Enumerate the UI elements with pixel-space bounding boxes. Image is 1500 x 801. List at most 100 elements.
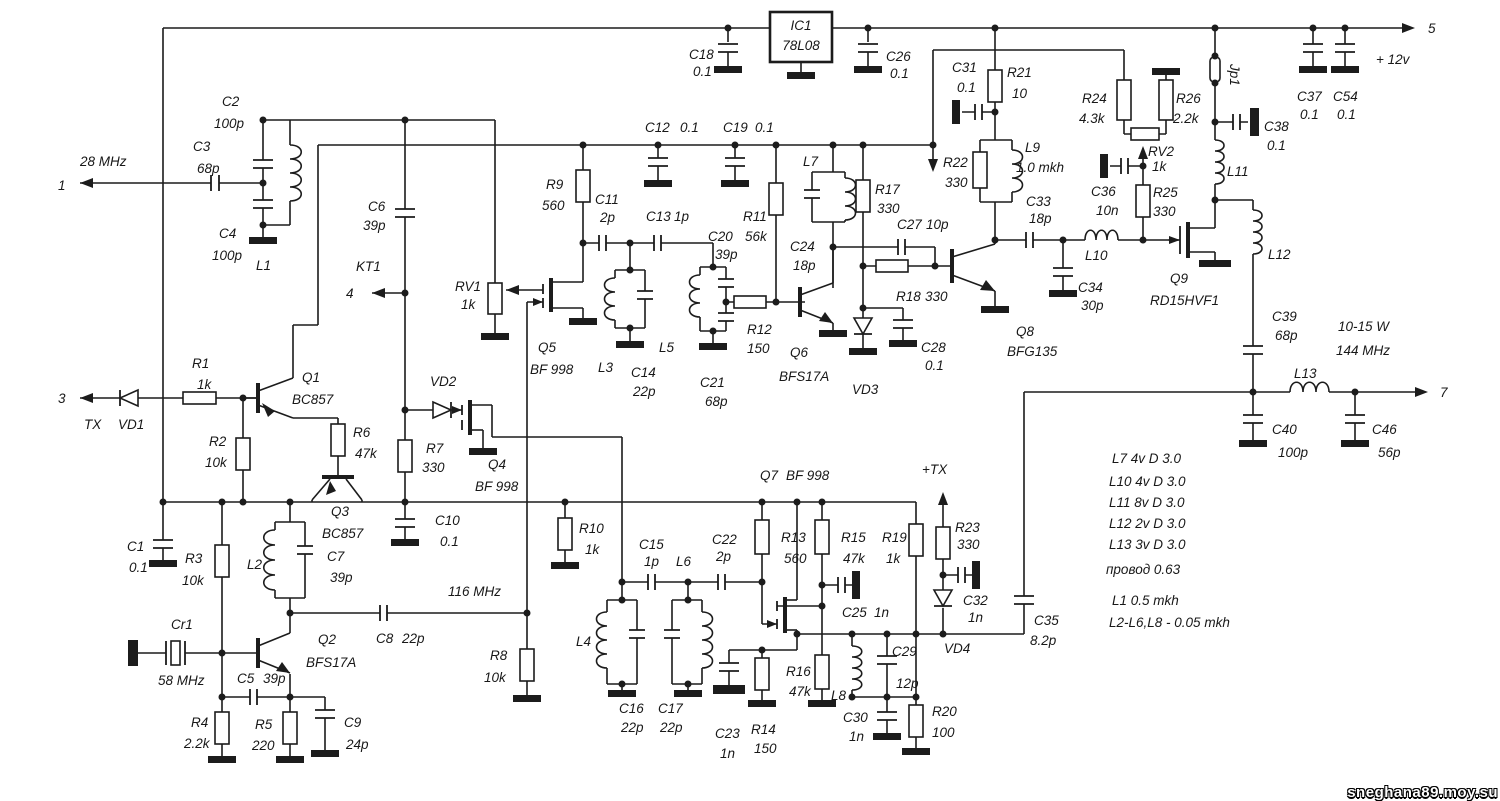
ref-C12: C12 [645, 120, 670, 135]
ref-C30: C30 [843, 710, 868, 725]
ref-C6: C6 [368, 199, 386, 214]
val-R23: 330 [957, 537, 980, 552]
inductor-L9 [1011, 149, 1024, 193]
inductor-L2 [262, 529, 276, 591]
part-Q1: BC857 [292, 392, 334, 407]
val-C18: 0.1 [693, 64, 712, 79]
val-RV2: 1k [1152, 159, 1168, 174]
transistor-Q1 [243, 377, 294, 419]
val-C33: 18p [1029, 211, 1052, 226]
resistor-R19 [908, 523, 924, 557]
ref-C19: C19 [723, 120, 748, 135]
ref-L10: L10 [1085, 248, 1108, 263]
val-R8: 10k [484, 670, 507, 685]
val-R13: 560 [784, 551, 807, 566]
label-power: 10-15 W [1338, 319, 1390, 334]
ref-Q3: Q3 [331, 504, 350, 519]
inductor-L7 [844, 177, 857, 221]
ref-R8: R8 [490, 648, 508, 663]
ref-R15: R15 [841, 530, 866, 545]
ref-C1: C1 [127, 539, 144, 554]
val-R2: 10k [205, 455, 228, 470]
diode-VD4 [932, 589, 954, 608]
val-R5: 220 [251, 738, 275, 753]
ref-R24: R24 [1082, 91, 1107, 106]
val-R4: 2.2k [183, 736, 211, 751]
transistor-Q6 [798, 247, 834, 330]
note-8: L2-L6,L8 - 0.05 mkh [1109, 615, 1230, 630]
val-C40: 100p [1278, 445, 1309, 460]
val-C19: 0.1 [755, 120, 774, 135]
val-C29: 12p [896, 676, 919, 691]
inductor-L12 [1252, 209, 1263, 255]
transistor-Q2 [256, 613, 291, 674]
ref-R1: R1 [192, 356, 209, 371]
val-R9: 560 [542, 198, 565, 213]
ref-C16: C16 [619, 701, 644, 716]
ic-IC1 [768, 10, 834, 79]
label-kt1: KT1 [356, 259, 381, 274]
crystal-Cr1 [128, 640, 181, 666]
resistor-R15 [814, 519, 830, 555]
freq-input: 28 MHz [79, 154, 127, 169]
diode-VD2 [432, 400, 453, 420]
ref-C22: C22 [712, 532, 737, 547]
capacitors [153, 43, 1365, 721]
resistor-R24 [1116, 79, 1132, 121]
resistor-R20 [908, 704, 924, 738]
ref-C13: C13 [646, 209, 671, 224]
inductor-L13 [1289, 381, 1330, 393]
resistor-R2 [235, 437, 251, 471]
val-C3: 68p [197, 161, 220, 176]
ref-C33: C33 [1026, 194, 1051, 209]
ref-C24: C24 [790, 239, 815, 254]
ref-L1: L1 [256, 258, 271, 273]
val-C32: 1n [968, 610, 983, 625]
inductor-L6 [701, 611, 714, 669]
resistor-R3 [214, 544, 230, 578]
part-Q4: BF 998 [475, 479, 519, 494]
ref-Q8: Q8 [1016, 324, 1035, 339]
ref-C4: C4 [219, 226, 236, 241]
ref-C28: C28 [921, 340, 946, 355]
resistor-R21 [987, 69, 1003, 103]
potentiometer-RV2 [1130, 127, 1160, 141]
val-C2: 100p [214, 116, 245, 131]
val-C13: 1p [674, 209, 690, 224]
rv1-wiper-arrow [506, 285, 519, 295]
resistor-R14 [754, 657, 770, 691]
ref-R16: R16 [786, 664, 811, 679]
ref-Q2: Q2 [318, 632, 337, 647]
port-1-num: 1 [58, 178, 66, 193]
inductor-L3 [603, 277, 616, 321]
ref-R25: R25 [1153, 185, 1178, 200]
val-C25: 1n [874, 605, 889, 620]
resistor-R12 [733, 295, 767, 309]
val-R19: 1k [886, 551, 902, 566]
val-C38: 0.1 [1267, 138, 1286, 153]
ref-R22: R22 [943, 155, 968, 170]
transistor-Q5 [533, 243, 584, 318]
ref-C27: C27 [897, 217, 922, 232]
resistor-R5 [282, 711, 298, 745]
port-5-num: 5 [1428, 21, 1436, 36]
ref-C39: C39 [1272, 309, 1297, 324]
note-2: L10 4v D 3.0 [1109, 474, 1186, 489]
val-C22: 2p [715, 549, 732, 564]
resistor-R6 [330, 423, 346, 457]
ref-C10: C10 [435, 513, 460, 528]
inductor-L1 [289, 144, 303, 202]
part-Q5: BF 998 [530, 362, 574, 377]
val-R16: 47k [789, 684, 812, 699]
ref-L4: L4 [576, 634, 591, 649]
ref-Jp1: Jp1 [1227, 63, 1242, 86]
diode-VD3 [852, 317, 874, 336]
val-C16: 22p [620, 720, 644, 735]
val-C23: 1n [720, 746, 735, 761]
val-C28: 0.1 [925, 358, 944, 373]
ref-R11: R11 [743, 209, 767, 224]
val-C4: 100p [212, 248, 243, 263]
resistor-R1 [182, 391, 217, 405]
ref-VD3: VD3 [852, 382, 879, 397]
